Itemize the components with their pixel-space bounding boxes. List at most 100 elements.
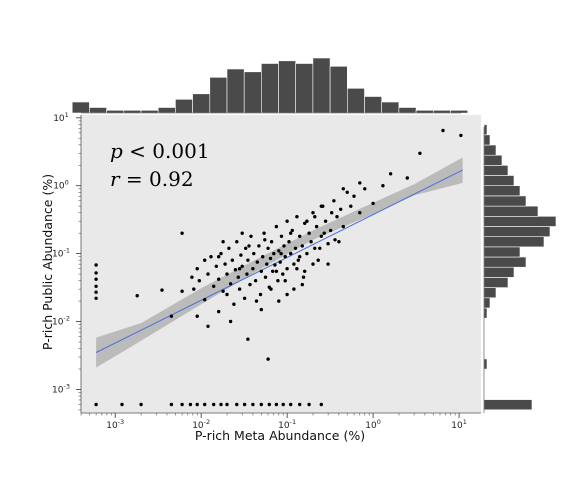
data-point xyxy=(301,275,306,279)
top-histogram-bar xyxy=(260,63,279,114)
data-point xyxy=(313,215,317,219)
data-point xyxy=(251,402,255,407)
data-point xyxy=(290,228,294,233)
data-point xyxy=(332,199,336,203)
top-histogram-bar xyxy=(329,66,348,114)
top-histogram-bar xyxy=(398,107,417,114)
confidence-band-group xyxy=(96,157,463,368)
data-point xyxy=(298,402,302,407)
data-point xyxy=(232,302,236,306)
scatter-points xyxy=(94,128,463,407)
data-point xyxy=(221,289,225,293)
data-point xyxy=(203,402,207,407)
data-point xyxy=(305,251,309,256)
data-point xyxy=(203,298,207,302)
top-histogram-bar xyxy=(209,77,228,114)
data-point xyxy=(285,219,289,223)
data-point xyxy=(305,219,309,223)
right-histogram-bar xyxy=(483,205,539,217)
data-point xyxy=(313,246,317,250)
top-histogram-bar xyxy=(381,101,400,114)
right-histogram-bar xyxy=(483,216,557,227)
right-histogram-bar xyxy=(483,124,488,136)
y-tick-label: 10-1 xyxy=(52,247,70,260)
x-tick-label: 100 xyxy=(365,418,381,431)
data-point xyxy=(293,246,298,250)
data-point xyxy=(311,211,315,215)
data-point xyxy=(120,402,124,407)
right-histogram-bar xyxy=(483,246,521,258)
right-histogram-bar xyxy=(483,134,491,146)
data-point xyxy=(192,287,196,291)
data-point xyxy=(259,307,263,312)
right-histogram-bar xyxy=(483,144,497,156)
data-point xyxy=(279,251,283,256)
data-point xyxy=(195,402,199,407)
right-histogram-bar xyxy=(483,165,509,176)
data-point xyxy=(94,296,98,300)
data-point xyxy=(228,319,233,324)
data-point xyxy=(371,201,375,206)
data-point xyxy=(268,256,273,261)
data-point xyxy=(459,133,463,138)
top-histogram-bar xyxy=(243,71,262,114)
data-point xyxy=(262,231,266,235)
data-point xyxy=(285,292,289,297)
data-point xyxy=(246,337,250,341)
plot-background xyxy=(81,115,481,413)
data-point xyxy=(221,240,225,244)
data-point xyxy=(237,267,242,271)
data-point xyxy=(278,260,282,264)
p-value-annotation: p < 0.001 xyxy=(110,139,210,163)
right-histogram-bar xyxy=(483,399,533,411)
top-histogram-bar xyxy=(364,96,383,114)
data-point xyxy=(274,269,279,273)
data-point xyxy=(352,194,356,198)
data-point xyxy=(258,292,263,297)
right-histogram-bar xyxy=(483,185,521,197)
right-histogram-bar xyxy=(483,307,488,319)
data-point xyxy=(169,402,174,407)
data-point xyxy=(303,221,307,225)
right-histogram-bar xyxy=(483,277,509,288)
data-point xyxy=(160,288,164,292)
data-point xyxy=(316,258,320,262)
data-point xyxy=(259,269,263,273)
x-ticks: 10-3 10-2 10-1 100 101 xyxy=(80,413,467,431)
data-point xyxy=(298,255,302,259)
x-tick-label: 10-1 xyxy=(278,418,296,431)
data-point xyxy=(292,262,296,266)
data-point xyxy=(254,299,259,303)
data-point xyxy=(300,282,304,287)
data-point xyxy=(209,255,213,259)
right-histogram xyxy=(483,124,557,413)
data-point xyxy=(240,264,244,268)
data-point xyxy=(363,187,367,191)
data-point xyxy=(217,277,221,281)
data-point xyxy=(295,267,299,271)
top-histogram-bar xyxy=(278,60,297,114)
data-point xyxy=(339,207,343,211)
data-point xyxy=(281,272,285,276)
data-point xyxy=(180,231,184,235)
data-point xyxy=(219,251,223,256)
right-histogram-bar xyxy=(483,358,488,370)
data-point xyxy=(266,246,270,250)
data-point xyxy=(94,271,98,275)
data-point xyxy=(263,275,268,279)
data-point xyxy=(303,269,307,273)
right-histogram-bar xyxy=(483,236,545,248)
data-point xyxy=(289,251,293,256)
data-point xyxy=(235,240,239,244)
data-point xyxy=(94,277,98,281)
data-point xyxy=(271,269,275,273)
data-point xyxy=(261,255,265,259)
data-point xyxy=(282,244,286,248)
data-point xyxy=(225,292,229,297)
top-histogram-bar xyxy=(192,93,211,114)
top-histogram-bar xyxy=(140,110,159,114)
data-point xyxy=(279,234,284,238)
right-histogram-bar xyxy=(483,287,497,299)
top-histogram-bar xyxy=(415,110,434,114)
